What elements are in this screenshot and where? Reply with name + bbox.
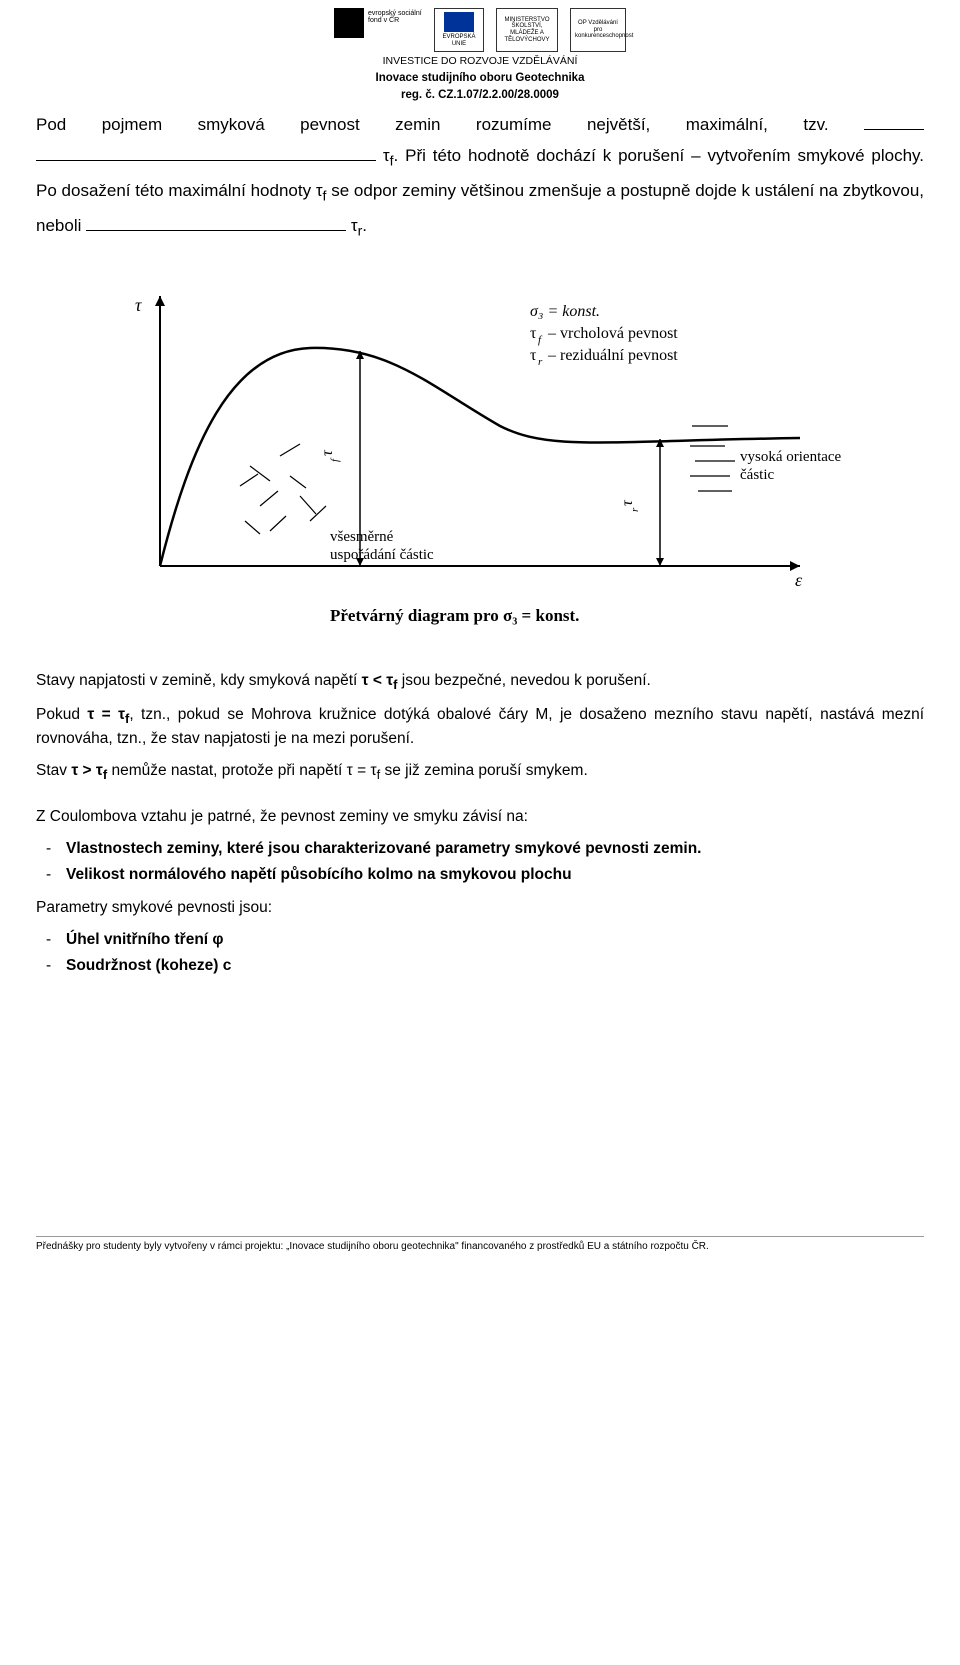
svg-text:τ: τ (530, 325, 537, 342)
list-item: Vlastnostech zeminy, které jsou charakte… (66, 838, 924, 860)
logo-ms: MINISTERSTVO ŠKOLSTVÍ, MLÁDEŽE A TĚLOVÝC… (496, 8, 558, 52)
logo-eu: EVROPSKÁ UNIE (434, 8, 484, 52)
svg-text:– reziduální pevnost: – reziduální pevnost (547, 347, 678, 364)
svg-text:– vrcholová pevnost: – vrcholová pevnost (547, 325, 678, 342)
header-logo-row: evropský sociální fond v ČR EVROPSKÁ UNI… (36, 8, 924, 52)
paragraph-5: Z Coulombova vztahu je patrné, že pevnos… (36, 806, 924, 828)
header-reg: reg. č. CZ.1.07/2.2.00/28.0009 (36, 87, 924, 103)
header-program: Inovace studijního oboru Geotechnika (36, 70, 924, 86)
svg-text:τ: τ (135, 295, 142, 315)
paragraph-2: Stavy napjatosti v zemině, kdy smyková n… (36, 670, 924, 694)
svg-text:r: r (629, 507, 641, 512)
parameters-list: Úhel vnitřního tření φ Soudržnost (koheze… (36, 929, 924, 976)
svg-text:vysoká orientace: vysoká orientace (740, 449, 842, 465)
paragraph-6: Parametry smykové pevnosti jsou: (36, 897, 924, 919)
footer-text: Přednášky pro studenty byly vytvořeny v … (36, 1236, 924, 1254)
svg-text:τ: τ (319, 449, 336, 456)
svg-text:r: r (538, 356, 543, 368)
dependency-list: Vlastnostech zeminy, které jsou charakte… (36, 838, 924, 885)
paragraph-3: Pokud τ = τf, tzn., pokud se Mohrova kru… (36, 704, 924, 750)
svg-text:uspořádání částic: uspořádání částic (330, 547, 434, 563)
svg-text:τ: τ (530, 347, 537, 364)
list-item: Úhel vnitřního tření φ (66, 929, 924, 951)
svg-text:všesměrné: všesměrné (330, 529, 394, 545)
paragraph-1: Pod pojmem smyková pevnost zemin rozumím… (36, 109, 924, 244)
paragraph-4: Stav τ > τf nemůže nastat, protože při n… (36, 760, 924, 784)
header-invest: INVESTICE DO ROZVOJE VZDĚLÁVÁNÍ (36, 54, 924, 69)
logo-esf: evropský sociální fond v ČR (334, 8, 422, 52)
svg-text:σ₃ = konst.: σ₃ = konst. (530, 303, 600, 320)
svg-text:τ: τ (619, 499, 636, 506)
svg-text:ε: ε (795, 570, 803, 590)
list-item: Soudržnost (koheze) c (66, 955, 924, 977)
list-item: Velikost normálového napětí působícího k… (66, 864, 924, 886)
svg-text:f: f (538, 334, 543, 346)
logo-op: OP Vzdělávání pro konkurenceschopnost (570, 8, 626, 52)
svg-text:f: f (329, 457, 341, 462)
svg-text:Přetvárný diagram pro σ₃ = kon: Přetvárný diagram pro σ₃ = konst. (330, 606, 579, 625)
stress-strain-diagram: τετfτrvšesměrnéuspořádání částicvysoká o… (100, 266, 860, 642)
svg-text:částic: částic (740, 467, 774, 483)
